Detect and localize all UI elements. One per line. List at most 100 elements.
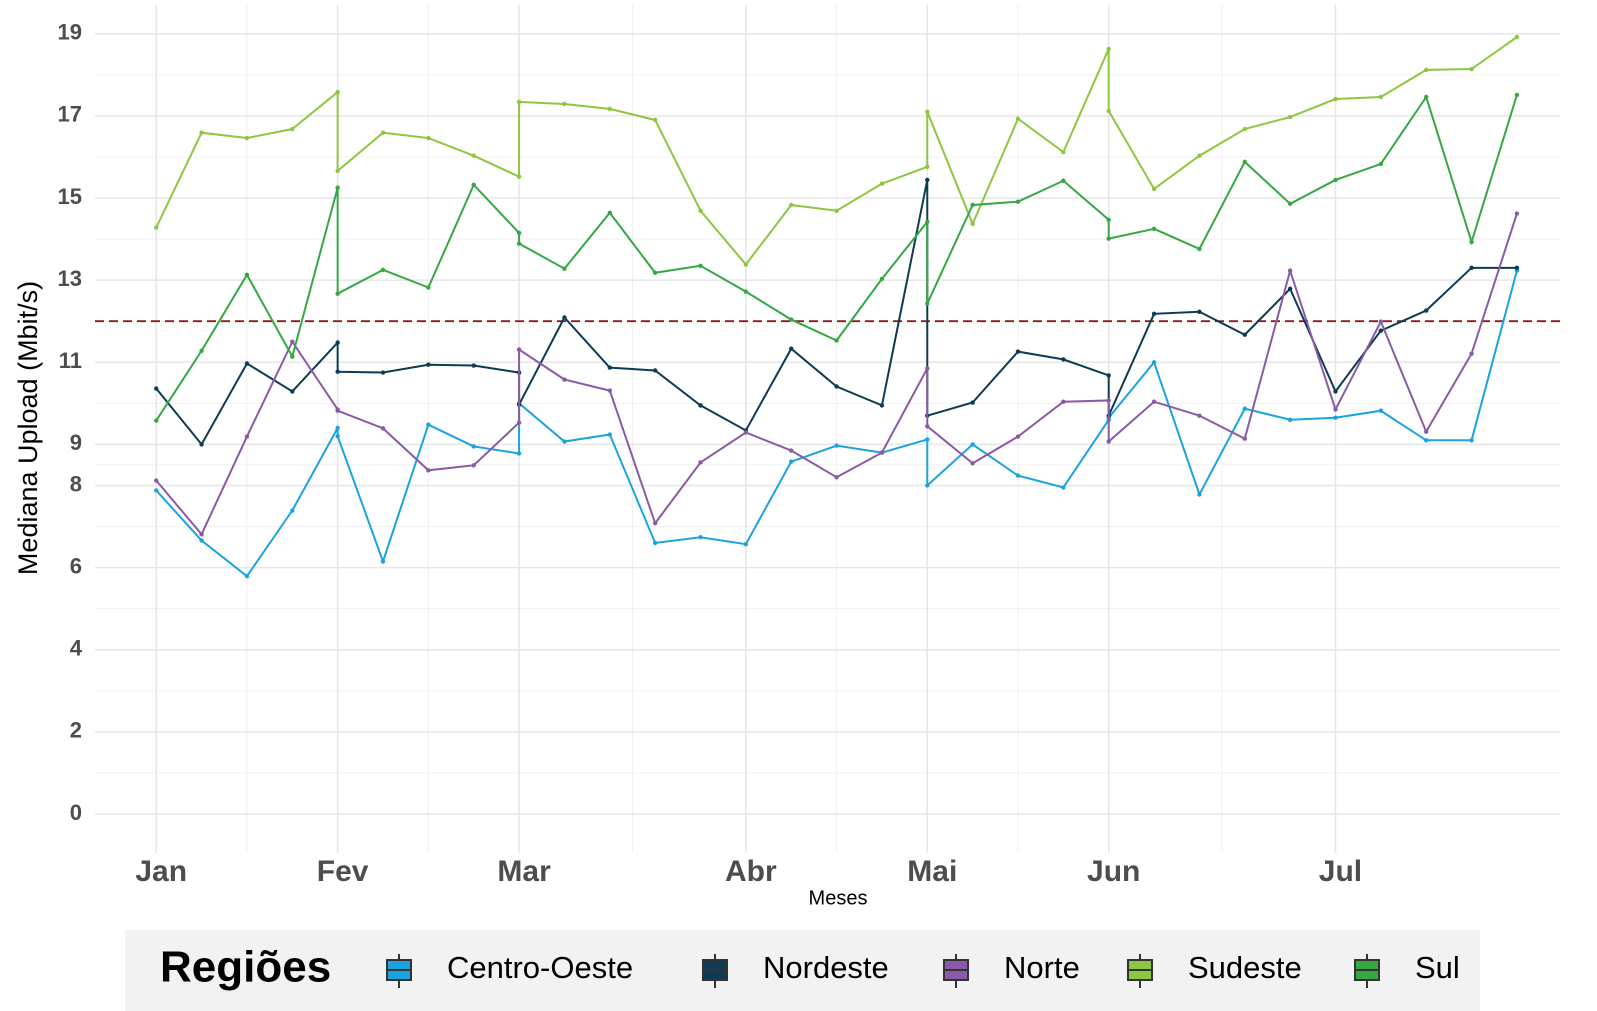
point <box>743 430 749 435</box>
point <box>1015 473 1021 478</box>
point <box>1333 407 1338 412</box>
point <box>698 535 703 540</box>
point <box>380 426 386 431</box>
point <box>1106 217 1111 222</box>
point <box>562 439 567 444</box>
point <box>834 384 839 389</box>
point <box>562 315 567 320</box>
y-tick-label: 2 <box>70 718 82 743</box>
point <box>1197 492 1202 497</box>
point <box>471 444 476 449</box>
point <box>516 230 522 236</box>
point <box>335 433 340 439</box>
point <box>335 168 340 174</box>
point <box>789 317 794 322</box>
point <box>1333 96 1338 102</box>
point <box>1423 67 1429 73</box>
legend-label: Nordeste <box>763 950 889 985</box>
point <box>1197 309 1202 314</box>
point <box>1514 211 1520 216</box>
point <box>562 101 567 107</box>
point <box>1151 399 1157 404</box>
point <box>925 164 930 169</box>
point <box>1106 46 1111 52</box>
point <box>290 126 295 132</box>
point <box>1106 439 1111 444</box>
point <box>1287 268 1293 273</box>
point <box>925 483 930 488</box>
point <box>1333 389 1338 394</box>
point <box>1469 66 1474 72</box>
point <box>834 475 839 480</box>
point <box>290 354 295 359</box>
point <box>1151 360 1157 365</box>
point <box>970 461 975 466</box>
x-tick-label: Jun <box>1087 855 1140 888</box>
point <box>1061 149 1066 155</box>
point <box>834 208 839 213</box>
point <box>335 185 340 190</box>
point <box>970 202 975 208</box>
point <box>970 221 975 227</box>
point <box>879 276 885 282</box>
legend-label: Sul <box>1415 950 1460 985</box>
point <box>925 301 930 306</box>
point <box>516 420 522 425</box>
point <box>1287 201 1293 206</box>
point <box>380 130 386 135</box>
point <box>1287 286 1293 291</box>
point <box>335 425 340 431</box>
legend-label: Norte <box>1004 950 1080 985</box>
point <box>1378 161 1384 167</box>
point <box>380 267 386 273</box>
point <box>1061 357 1066 362</box>
point <box>1242 159 1247 165</box>
x-tick-label: Fev <box>317 855 369 888</box>
y-tick-label: 15 <box>58 184 82 209</box>
point <box>970 400 975 405</box>
point <box>290 389 295 394</box>
point <box>834 338 839 343</box>
point <box>1469 265 1474 271</box>
point <box>154 488 159 493</box>
point <box>154 478 159 483</box>
point <box>1106 236 1111 241</box>
x-tick-label: Mai <box>907 855 957 888</box>
point <box>199 130 204 135</box>
point <box>1061 178 1066 183</box>
point <box>426 135 431 141</box>
point <box>1151 226 1157 232</box>
point <box>516 451 522 456</box>
point <box>380 370 386 375</box>
y-tick-label: 11 <box>59 348 82 373</box>
point <box>154 418 159 423</box>
point <box>154 386 159 391</box>
point <box>789 346 794 351</box>
point <box>471 463 476 468</box>
point <box>516 174 522 179</box>
point <box>698 263 703 268</box>
point <box>1423 438 1429 443</box>
point <box>199 538 204 543</box>
point <box>1469 239 1474 245</box>
point <box>652 270 658 275</box>
point <box>743 541 749 547</box>
point <box>925 177 930 183</box>
point <box>789 448 794 453</box>
point <box>199 442 204 447</box>
point <box>244 434 250 439</box>
point <box>1151 186 1157 192</box>
point <box>244 574 250 579</box>
point <box>1106 398 1111 403</box>
point <box>426 285 431 290</box>
point <box>426 422 431 427</box>
point <box>1197 413 1202 418</box>
point <box>652 117 658 123</box>
point <box>1242 436 1247 441</box>
point <box>925 437 930 442</box>
point <box>1378 94 1384 100</box>
point <box>1514 92 1520 98</box>
y-tick-label: 13 <box>58 266 82 291</box>
point <box>335 408 340 413</box>
